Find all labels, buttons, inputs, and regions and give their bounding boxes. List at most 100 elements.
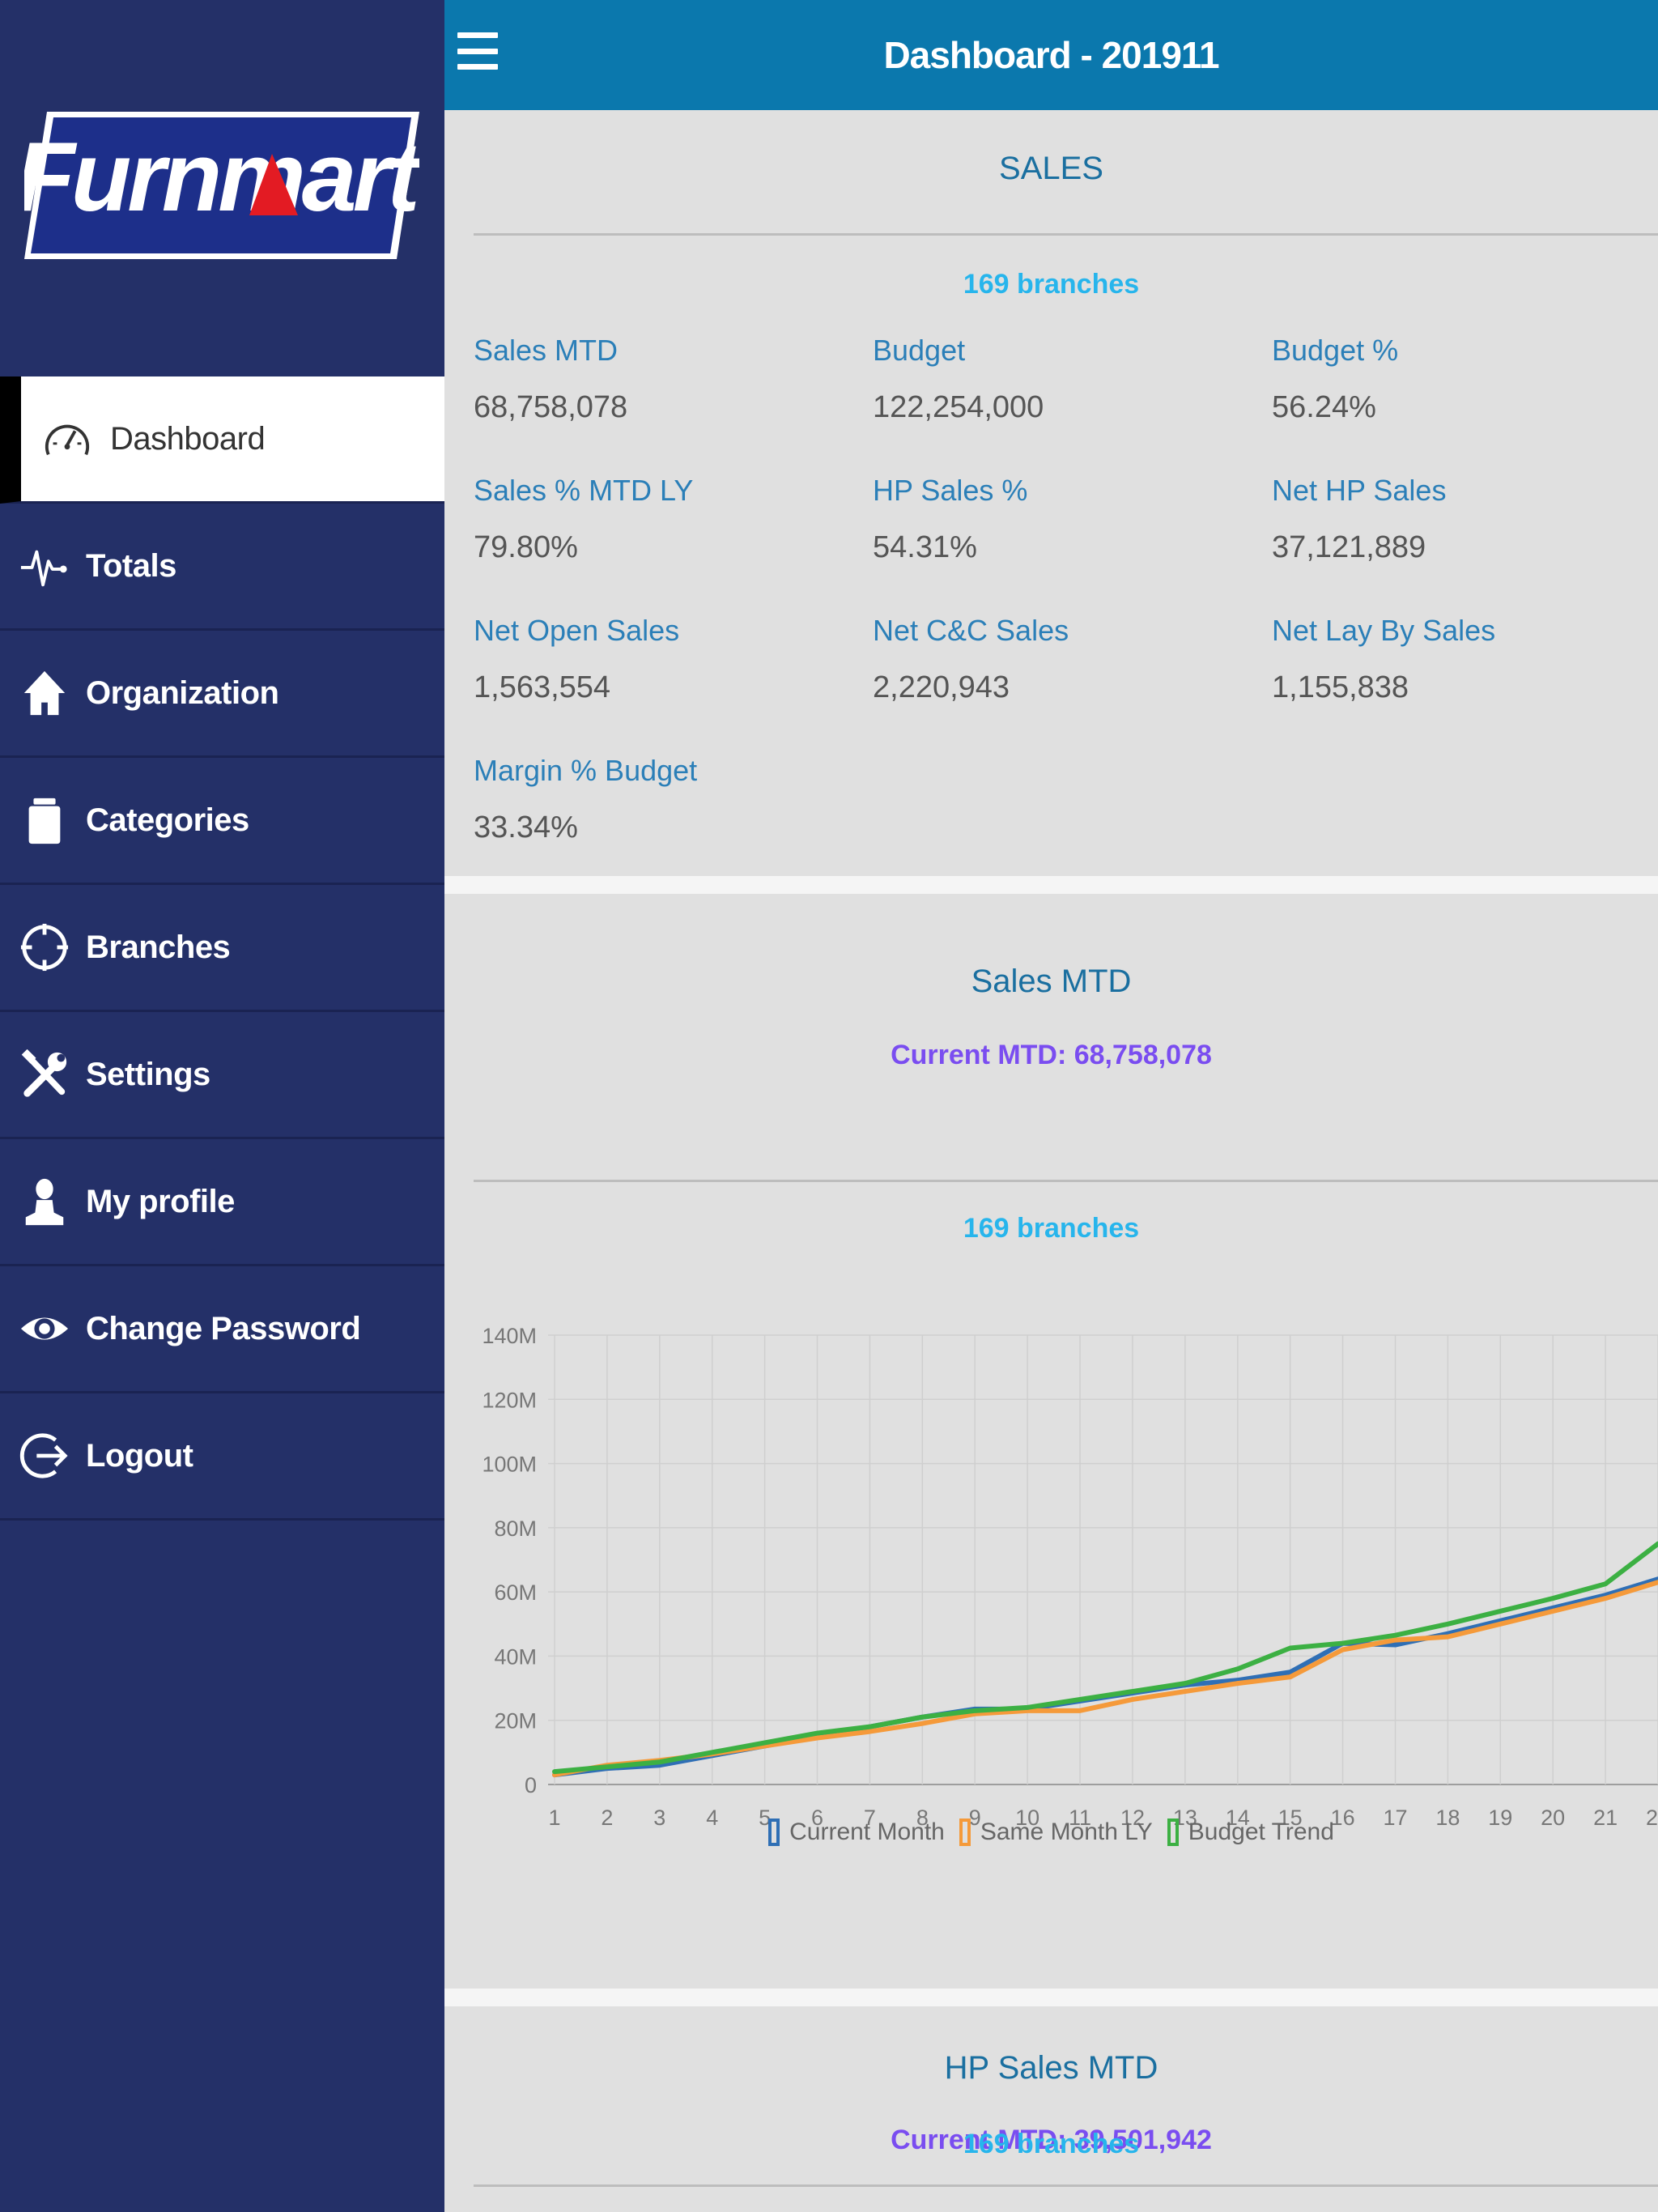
x-tick-label: 22 [1646, 1806, 1658, 1830]
branches-count: 169 branches [963, 1213, 1140, 1244]
sidebar: Furnmart Dashboard Totals Organization [0, 0, 444, 2212]
sidebar-item-dashboard[interactable]: Dashboard [0, 376, 444, 504]
sales-card: SALES 169 branches Sales MTD 68,758,078 … [444, 110, 1658, 876]
person-icon [16, 1173, 73, 1230]
sidebar-item-categories[interactable]: Categories [0, 758, 444, 885]
metric-budget: Budget 122,254,000 [873, 334, 1261, 425]
logout-icon [16, 1427, 73, 1484]
metric-sales-percent-mtd-ly: Sales % MTD LY 79.80% [474, 474, 862, 565]
x-tick-label: 15 [1278, 1806, 1303, 1830]
sidebar-item-logout[interactable]: Logout [0, 1393, 444, 1521]
x-tick-label: 4 [706, 1806, 718, 1830]
y-tick-label: 40M [494, 1644, 537, 1669]
crosshair-icon [16, 919, 73, 976]
jar-icon [16, 792, 73, 849]
x-tick-label: 11 [1069, 1806, 1091, 1830]
x-tick-label: 9 [969, 1806, 981, 1830]
current-mtd: Current MTD: 68,758,078 [891, 1040, 1212, 1070]
metric-value: 79.80% [474, 530, 578, 564]
chart-legend: Current Month Same Month LY Budget Trend [444, 1819, 1658, 1846]
divider [474, 2184, 1658, 2187]
legend-budget-trend[interactable]: Budget Trend [1167, 1819, 1334, 1846]
sidebar-item-label: Branches [86, 929, 231, 965]
page-title: Dashboard - 201911 [883, 34, 1219, 76]
y-tick-label: 20M [494, 1709, 537, 1733]
legend-current-month[interactable]: Current Month [768, 1819, 945, 1846]
sidebar-item-label: Dashboard [110, 420, 266, 457]
y-tick-label: 120M [482, 1388, 537, 1412]
logo-text: Furnmart [24, 121, 419, 232]
sidebar-item-my-profile[interactable]: My profile [0, 1139, 444, 1266]
sales-title: SALES [999, 151, 1103, 186]
x-tick-label: 19 [1488, 1806, 1512, 1830]
metric-net-lay-by-sales: Net Lay By Sales 1,155,838 [1272, 614, 1658, 705]
legend-label: Same Month LY [980, 1819, 1153, 1845]
sidebar-item-branches[interactable]: Branches [0, 885, 444, 1012]
metric-label: Sales % MTD LY [474, 474, 694, 507]
y-tick-label: 60M [494, 1580, 537, 1605]
metric-value: 33.34% [474, 810, 578, 844]
sales-mtd-card: Sales MTD Current MTD: 68,758,078 169 br… [444, 894, 1658, 1987]
sidebar-item-settings[interactable]: Settings [0, 1012, 444, 1139]
sidebar-item-label: Change Password [86, 1310, 361, 1346]
metric-value: 54.31% [873, 530, 977, 564]
branches-count: 169 branches [963, 269, 1140, 300]
x-tick-label: 2 [601, 1806, 613, 1830]
x-tick-label: 8 [916, 1806, 929, 1830]
series-line-budget-trend [552, 1541, 1658, 1775]
metric-value: 1,155,838 [1272, 670, 1409, 704]
y-tick-label: 0 [525, 1773, 537, 1797]
legend-swatch [768, 1819, 780, 1846]
x-tick-label: 16 [1331, 1806, 1355, 1830]
x-tick-label: 6 [811, 1806, 823, 1830]
metric-value: 68,758,078 [474, 390, 628, 424]
metric-label: Sales MTD [474, 334, 619, 367]
furnmart-logo: Furnmart [24, 112, 419, 259]
legend-label: Current Month [789, 1819, 945, 1845]
x-tick-label: 17 [1383, 1806, 1407, 1830]
x-tick-label: 12 [1120, 1806, 1145, 1830]
metric-label: Net Open Sales [474, 614, 680, 647]
metric-value: 37,121,889 [1272, 530, 1426, 564]
series-line-current-month [552, 1576, 1658, 1778]
y-tick-label: 100M [482, 1453, 537, 1477]
metric-label: Budget % [1272, 334, 1399, 367]
hp-sales-mtd-title: HP Sales MTD [944, 2050, 1158, 2086]
sidebar-item-label: My profile [86, 1183, 235, 1219]
sales-mtd-chart: 0 20M 40M 60M 80M 100M 120M 140M 1 2 3 4 5 6 7 8 9 10 11 12… [444, 1211, 1658, 1940]
tools-icon [16, 1046, 73, 1103]
hamburger-icon[interactable] [457, 32, 498, 70]
sidebar-nav: Dashboard Totals Organization Categories [0, 376, 444, 1521]
speedometer-icon [39, 410, 96, 467]
metric-net-cc-sales: Net C&C Sales 2,220,943 [873, 614, 1261, 705]
metric-value: 56.24% [1272, 390, 1376, 424]
sidebar-item-organization[interactable]: Organization [0, 631, 444, 758]
x-tick-label: 18 [1435, 1806, 1460, 1830]
card-gap [444, 1989, 1658, 2006]
sidebar-item-label: Logout [86, 1437, 193, 1474]
dashboard-content: SALES 169 branches Sales MTD 68,758,078 … [444, 110, 1658, 2212]
divider [474, 1180, 1658, 1182]
eye-icon [16, 1300, 73, 1357]
metric-label: Net HP Sales [1272, 474, 1447, 507]
y-tick-label: 80M [494, 1516, 537, 1541]
legend-label: Budget Trend [1188, 1819, 1334, 1845]
metric-net-open-sales: Net Open Sales 1,563,554 [474, 614, 862, 705]
legend-same-month-ly[interactable]: Same Month LY [959, 1819, 1153, 1846]
card-gap [444, 876, 1658, 894]
metric-net-hp-sales: Net HP Sales 37,121,889 [1272, 474, 1658, 565]
sidebar-item-label: Settings [86, 1056, 210, 1092]
metric-value: 122,254,000 [873, 390, 1044, 424]
sidebar-item-totals[interactable]: Totals [0, 504, 444, 631]
metric-sales-mtd: Sales MTD 68,758,078 [474, 334, 862, 425]
hp-sales-mtd-card: HP Sales MTD Current MTD: 39,501,942 [444, 2006, 1658, 2212]
sidebar-item-label: Totals [86, 547, 176, 584]
sidebar-item-change-password[interactable]: Change Password [0, 1266, 444, 1393]
legend-swatch [959, 1819, 971, 1846]
metric-label: HP Sales % [873, 474, 1028, 507]
branches-count: 169 branches [963, 2129, 1140, 2159]
x-tick-label: 1 [548, 1806, 560, 1830]
home-icon [16, 665, 73, 721]
sidebar-item-label: Categories [86, 802, 249, 838]
x-tick-label: 14 [1226, 1806, 1250, 1830]
